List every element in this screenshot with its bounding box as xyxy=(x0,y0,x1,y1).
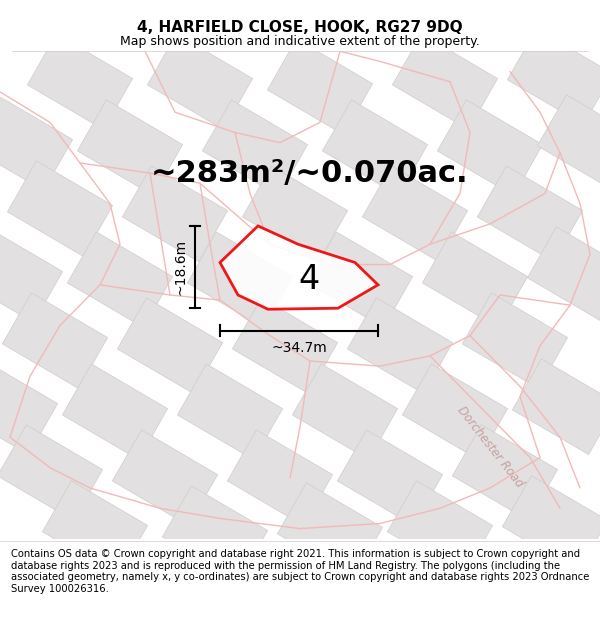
Polygon shape xyxy=(508,29,600,124)
Polygon shape xyxy=(307,232,413,328)
Polygon shape xyxy=(347,298,452,394)
Polygon shape xyxy=(0,359,58,454)
Text: ~34.7m: ~34.7m xyxy=(271,341,327,355)
Text: ~18.6m: ~18.6m xyxy=(173,239,187,295)
Polygon shape xyxy=(388,481,493,576)
Text: Contains OS data © Crown copyright and database right 2021. This information is : Contains OS data © Crown copyright and d… xyxy=(11,549,589,594)
Text: Map shows position and indicative extent of the property.: Map shows position and indicative extent… xyxy=(120,35,480,48)
Polygon shape xyxy=(512,359,600,454)
Polygon shape xyxy=(242,166,347,262)
Polygon shape xyxy=(232,298,338,394)
Polygon shape xyxy=(43,481,148,576)
Polygon shape xyxy=(538,95,600,191)
Text: 4, HARFIELD CLOSE, HOOK, RG27 9DQ: 4, HARFIELD CLOSE, HOOK, RG27 9DQ xyxy=(137,20,463,35)
Polygon shape xyxy=(422,232,527,328)
Polygon shape xyxy=(0,95,73,191)
Polygon shape xyxy=(62,364,167,459)
Polygon shape xyxy=(337,430,443,526)
Polygon shape xyxy=(178,364,283,459)
Polygon shape xyxy=(0,227,62,322)
Polygon shape xyxy=(28,34,133,129)
Polygon shape xyxy=(163,486,268,581)
Polygon shape xyxy=(463,293,568,389)
Polygon shape xyxy=(220,226,378,309)
Polygon shape xyxy=(0,425,103,521)
Polygon shape xyxy=(403,364,508,459)
Polygon shape xyxy=(227,430,332,526)
Polygon shape xyxy=(148,34,253,129)
Polygon shape xyxy=(277,482,383,579)
Polygon shape xyxy=(67,232,173,328)
Polygon shape xyxy=(7,161,113,256)
Polygon shape xyxy=(77,100,182,196)
Polygon shape xyxy=(362,166,467,262)
Polygon shape xyxy=(392,34,497,129)
Polygon shape xyxy=(527,227,600,322)
Polygon shape xyxy=(437,100,542,196)
Polygon shape xyxy=(118,298,223,394)
Text: ~283m²/~0.070ac.: ~283m²/~0.070ac. xyxy=(151,159,469,188)
Polygon shape xyxy=(2,293,107,389)
Polygon shape xyxy=(478,166,583,262)
Text: Dorchester Road: Dorchester Road xyxy=(454,404,526,491)
Polygon shape xyxy=(202,100,308,196)
Polygon shape xyxy=(502,476,600,571)
Polygon shape xyxy=(292,364,398,459)
Polygon shape xyxy=(122,166,227,262)
Polygon shape xyxy=(322,100,428,196)
Polygon shape xyxy=(112,430,218,526)
Polygon shape xyxy=(452,425,557,521)
Polygon shape xyxy=(187,232,293,328)
Text: 4: 4 xyxy=(299,262,320,296)
Polygon shape xyxy=(268,39,373,134)
